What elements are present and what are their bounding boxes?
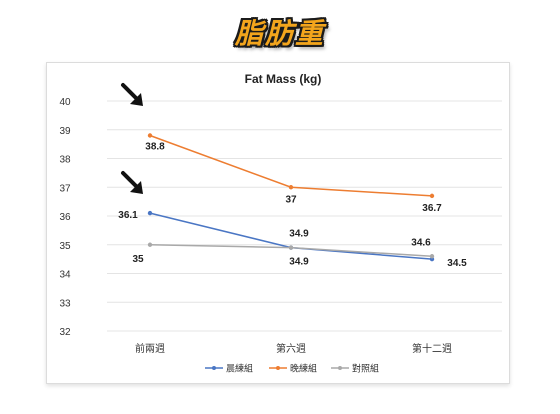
data-label: 36.7 bbox=[422, 203, 442, 214]
legend-marker bbox=[276, 366, 280, 370]
y-tick-label: 39 bbox=[59, 126, 71, 137]
data-labels: 38.8 37 36.7 36.1 34.9 34.5 35 34.9 34.6 bbox=[118, 142, 467, 270]
x-tick-label: 前兩週 bbox=[135, 342, 165, 355]
y-tick-label: 37 bbox=[59, 183, 71, 194]
y-tick-label: 40 bbox=[59, 97, 71, 108]
data-label: 38.8 bbox=[145, 142, 165, 153]
arrow-head-icon bbox=[130, 181, 143, 194]
data-label: 34.5 bbox=[447, 258, 467, 269]
x-tick-label: 第十二週 bbox=[412, 342, 452, 355]
y-tick-label: 36 bbox=[59, 212, 71, 223]
legend-marker bbox=[212, 366, 216, 370]
series-lines bbox=[147, 133, 435, 262]
y-axis-tick-labels: 32 33 34 35 36 37 38 39 40 bbox=[59, 97, 71, 338]
data-label: 35 bbox=[132, 254, 144, 265]
legend: 晨練組 晚練組 對照組 bbox=[205, 363, 379, 375]
y-gridlines bbox=[107, 100, 502, 332]
data-label: 37 bbox=[285, 194, 297, 205]
data-label: 34.9 bbox=[289, 257, 309, 268]
legend-label: 對照組 bbox=[352, 363, 379, 375]
data-point bbox=[429, 254, 435, 259]
data-point bbox=[147, 242, 153, 247]
data-point bbox=[147, 210, 153, 216]
data-point bbox=[288, 245, 294, 250]
data-label: 34.6 bbox=[411, 237, 431, 248]
y-tick-label: 32 bbox=[59, 327, 71, 338]
data-point bbox=[429, 193, 435, 199]
y-tick-label: 34 bbox=[59, 270, 71, 281]
legend-label: 晚練組 bbox=[290, 363, 317, 375]
fat-mass-line-chart: Fat Mass (kg) 32 33 34 35 36 37 38 39 40 前兩週 第六週 第… bbox=[59, 72, 502, 375]
y-tick-label: 38 bbox=[59, 155, 71, 166]
slide-title: 脂肪重 bbox=[234, 17, 325, 50]
y-tick-label: 35 bbox=[59, 241, 71, 252]
legend-label: 晨練組 bbox=[226, 363, 253, 375]
arrow-head-icon bbox=[130, 93, 143, 106]
x-axis-tick-labels: 前兩週 第六週 第十二週 bbox=[135, 342, 452, 355]
y-tick-label: 33 bbox=[59, 298, 71, 309]
x-tick-label: 第六週 bbox=[276, 342, 306, 355]
data-point bbox=[147, 133, 153, 138]
legend-marker bbox=[338, 366, 342, 370]
annotation-arrows bbox=[121, 83, 143, 194]
data-label: 34.9 bbox=[289, 229, 309, 240]
data-label: 36.1 bbox=[118, 210, 138, 221]
data-point bbox=[288, 185, 294, 190]
chart-title: Fat Mass (kg) bbox=[245, 72, 322, 86]
chart-card: Fat Mass (kg) 32 33 34 35 36 37 38 39 40 前兩週 第六週 第… bbox=[46, 62, 510, 384]
